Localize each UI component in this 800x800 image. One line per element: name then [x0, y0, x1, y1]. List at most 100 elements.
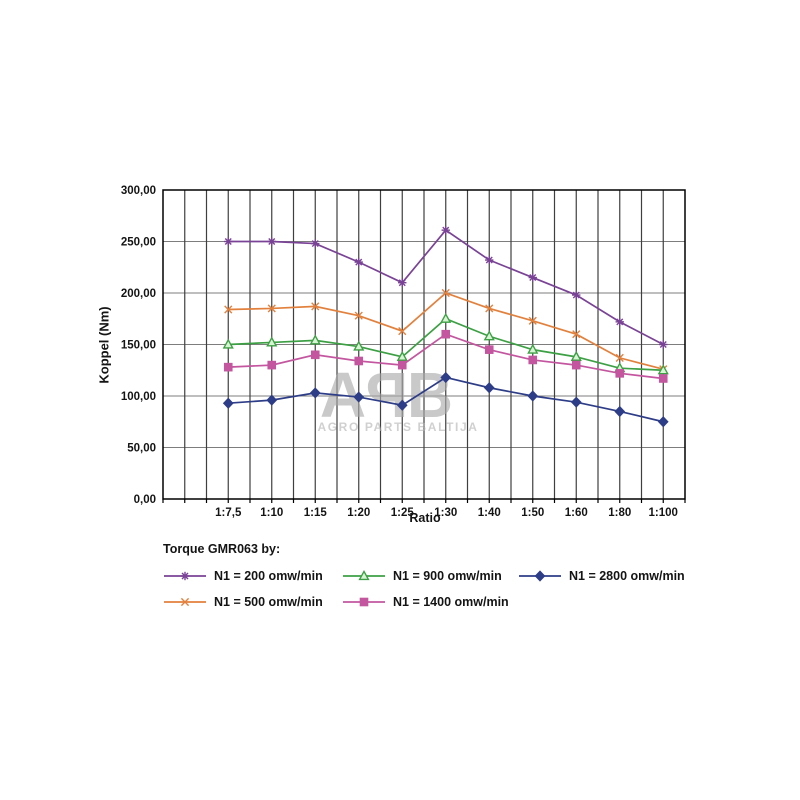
diamond-marker: [222, 397, 234, 409]
square-marker: [310, 350, 320, 360]
asterisk-marker: [355, 258, 363, 266]
x-marker: [354, 311, 363, 320]
diamond-marker: [353, 391, 365, 403]
square-marker: [528, 355, 538, 365]
legend-item-n1-12800: N1 = 2800 omw/min: [518, 568, 685, 584]
asterisk-marker: [181, 572, 189, 580]
x-marker: [485, 304, 494, 313]
y-tick-label: 150,00: [121, 340, 156, 352]
y-tick-label: 250,00: [121, 237, 156, 249]
diamond-marker: [440, 371, 452, 384]
square-marker: [354, 356, 364, 366]
asterisk-marker: [442, 226, 450, 234]
x-tick-label: 1:30: [434, 507, 457, 519]
legend-item-n1-1500: N1 = 500 omw/min: [163, 594, 323, 610]
diamond-marker: [483, 382, 495, 394]
legend-label: N1 = 2800 omw/min: [569, 569, 685, 583]
x-marker: [311, 302, 320, 311]
y-axis-title: Koppel (Nm): [96, 306, 112, 384]
diamond-marker: [657, 416, 669, 428]
square-marker: [359, 597, 369, 607]
x-tick-label: 1:20: [347, 507, 370, 519]
watermark-letter: P: [366, 359, 409, 431]
x-tick-label: 1:100: [649, 507, 678, 519]
x-tick-label: 1:7,5: [215, 507, 242, 519]
diamond-marker: [534, 570, 546, 582]
diamond-marker: [527, 390, 539, 402]
triangle-marker: [358, 569, 370, 581]
diamond-marker: [614, 405, 626, 418]
legend-swatch: [343, 569, 385, 581]
legend-label: N1 = 500 omw/min: [214, 595, 323, 609]
legend-title: Torque GMR063 by:: [163, 542, 281, 556]
triangle-marker: [570, 350, 582, 361]
x-marker: [224, 305, 233, 314]
asterisk-marker: [224, 238, 232, 245]
triangle-marker: [353, 340, 365, 351]
legend-label: N1 = 900 omw/min: [393, 569, 502, 583]
legend-swatch: [343, 597, 385, 607]
legend-label: N1 = 200 omw/min: [214, 569, 323, 583]
x-marker: [572, 330, 581, 339]
triangle-marker: [396, 350, 408, 361]
square-marker: [441, 329, 451, 339]
x-marker: [267, 304, 276, 313]
y-tick-label: 50,00: [127, 443, 156, 455]
asterisk-marker: [529, 274, 537, 282]
legend-item-n1-11400: N1 = 1400 omw/min: [342, 594, 509, 610]
legend-swatch: [519, 570, 561, 582]
diamond-marker: [309, 387, 321, 399]
legend-label: N1 = 1400 omw/min: [393, 595, 509, 609]
legend-swatch: [164, 597, 206, 607]
legend-item-n1-1200: N1 = 200 omw/min: [163, 568, 323, 584]
x-tick-label: 1:15: [304, 507, 328, 519]
square-marker: [615, 369, 625, 378]
legend-swatch: [164, 571, 206, 581]
diamond-marker: [570, 396, 582, 408]
square-marker: [223, 362, 233, 372]
y-tick-label: 0,00: [134, 494, 156, 506]
series-1200: [224, 225, 668, 349]
x-tick-label: 1:60: [565, 507, 588, 519]
triangle-marker: [266, 336, 278, 347]
square-marker: [267, 360, 277, 370]
asterisk-marker: [268, 238, 276, 245]
x-tick-label: 1:10: [260, 507, 283, 519]
square-marker: [658, 374, 668, 383]
y-tick-label: 200,00: [121, 288, 156, 300]
diamond-marker: [266, 394, 278, 406]
x-tick-label: 1:25: [391, 507, 415, 519]
legend-item-n1-1900: N1 = 900 omw/min: [342, 568, 502, 584]
x-tick-label: 1:40: [478, 507, 501, 519]
triangle-marker: [222, 338, 234, 349]
asterisk-marker: [659, 341, 667, 348]
asterisk-marker: [485, 256, 493, 264]
y-tick-label: 300,00: [121, 185, 156, 197]
triangle-marker: [309, 334, 321, 345]
x-marker: [180, 597, 190, 607]
x-marker: [398, 327, 407, 336]
series-1900: [222, 312, 669, 375]
series-12800: [222, 371, 669, 428]
y-tick-label: 100,00: [121, 391, 156, 403]
x-tick-label: 1:50: [521, 507, 544, 519]
triangle-marker: [440, 312, 452, 323]
square-marker: [397, 360, 407, 370]
square-marker: [571, 360, 581, 370]
asterisk-marker: [616, 318, 624, 326]
triangle-marker: [527, 343, 539, 354]
x-marker: [528, 316, 537, 325]
x-tick-label: 1:80: [608, 507, 631, 519]
watermark-subtitle: AGRO PARTS BALTIJA: [317, 420, 478, 434]
x-marker: [441, 288, 450, 298]
square-marker: [484, 345, 494, 354]
triangle-marker: [657, 364, 669, 375]
asterisk-marker: [398, 279, 406, 287]
x-axis-title: Ratio: [409, 511, 441, 525]
asterisk-marker: [572, 291, 580, 299]
asterisk-marker: [311, 240, 319, 248]
series-11400: [223, 329, 668, 383]
